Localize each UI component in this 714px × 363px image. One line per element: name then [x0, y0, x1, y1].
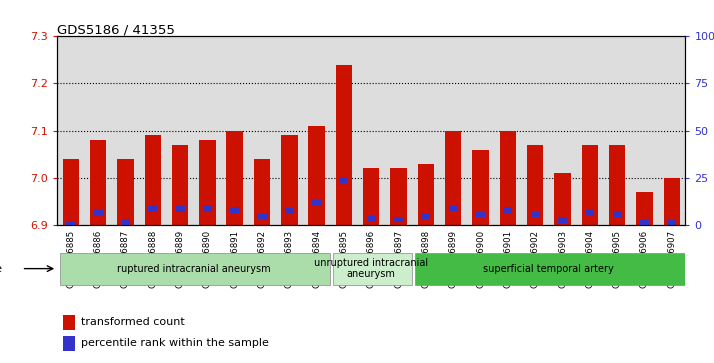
Bar: [308, 126, 325, 225]
Bar: [363, 168, 379, 225]
Bar: [394, 217, 403, 222]
Bar: [336, 65, 352, 225]
Text: transformed count: transformed count: [81, 317, 185, 327]
Text: unruptured intracranial
aneurysm: unruptured intracranial aneurysm: [314, 258, 428, 280]
Bar: [176, 206, 184, 212]
Bar: [613, 211, 622, 217]
FancyBboxPatch shape: [60, 253, 331, 285]
Bar: [339, 177, 348, 183]
Bar: [585, 210, 594, 216]
Bar: [90, 140, 106, 225]
Text: superficial temporal artery: superficial temporal artery: [483, 264, 614, 274]
Bar: [144, 135, 161, 225]
Bar: [121, 219, 130, 225]
Bar: [554, 173, 570, 225]
Bar: [558, 217, 567, 223]
Bar: [582, 145, 598, 225]
Bar: [609, 145, 625, 225]
Bar: [64, 336, 75, 351]
Bar: [312, 200, 321, 206]
Bar: [94, 210, 103, 216]
Bar: [281, 135, 298, 225]
Bar: [636, 192, 653, 225]
Bar: [531, 212, 540, 217]
Bar: [66, 221, 75, 227]
Bar: [476, 211, 485, 217]
Bar: [448, 205, 458, 211]
Bar: [226, 131, 243, 225]
Bar: [527, 145, 543, 225]
Bar: [230, 207, 239, 213]
Bar: [258, 214, 266, 219]
Bar: [503, 207, 513, 213]
Bar: [421, 214, 431, 219]
Bar: [640, 220, 649, 225]
Bar: [285, 208, 294, 213]
Bar: [203, 205, 212, 211]
Text: tissue: tissue: [0, 264, 2, 274]
Bar: [367, 216, 376, 222]
Bar: [668, 220, 676, 225]
Text: GDS5186 / 41355: GDS5186 / 41355: [57, 24, 175, 37]
Bar: [63, 159, 79, 225]
FancyBboxPatch shape: [333, 253, 412, 285]
Bar: [149, 206, 157, 212]
Bar: [253, 159, 270, 225]
Bar: [391, 168, 407, 225]
Bar: [473, 150, 489, 225]
FancyBboxPatch shape: [415, 253, 685, 285]
Text: ruptured intracranial aneurysm: ruptured intracranial aneurysm: [117, 264, 271, 274]
Bar: [199, 140, 216, 225]
Bar: [418, 164, 434, 225]
Bar: [500, 131, 516, 225]
Bar: [64, 315, 75, 330]
Bar: [117, 159, 134, 225]
Bar: [172, 145, 188, 225]
Text: percentile rank within the sample: percentile rank within the sample: [81, 338, 269, 348]
Bar: [663, 178, 680, 225]
Bar: [445, 131, 461, 225]
